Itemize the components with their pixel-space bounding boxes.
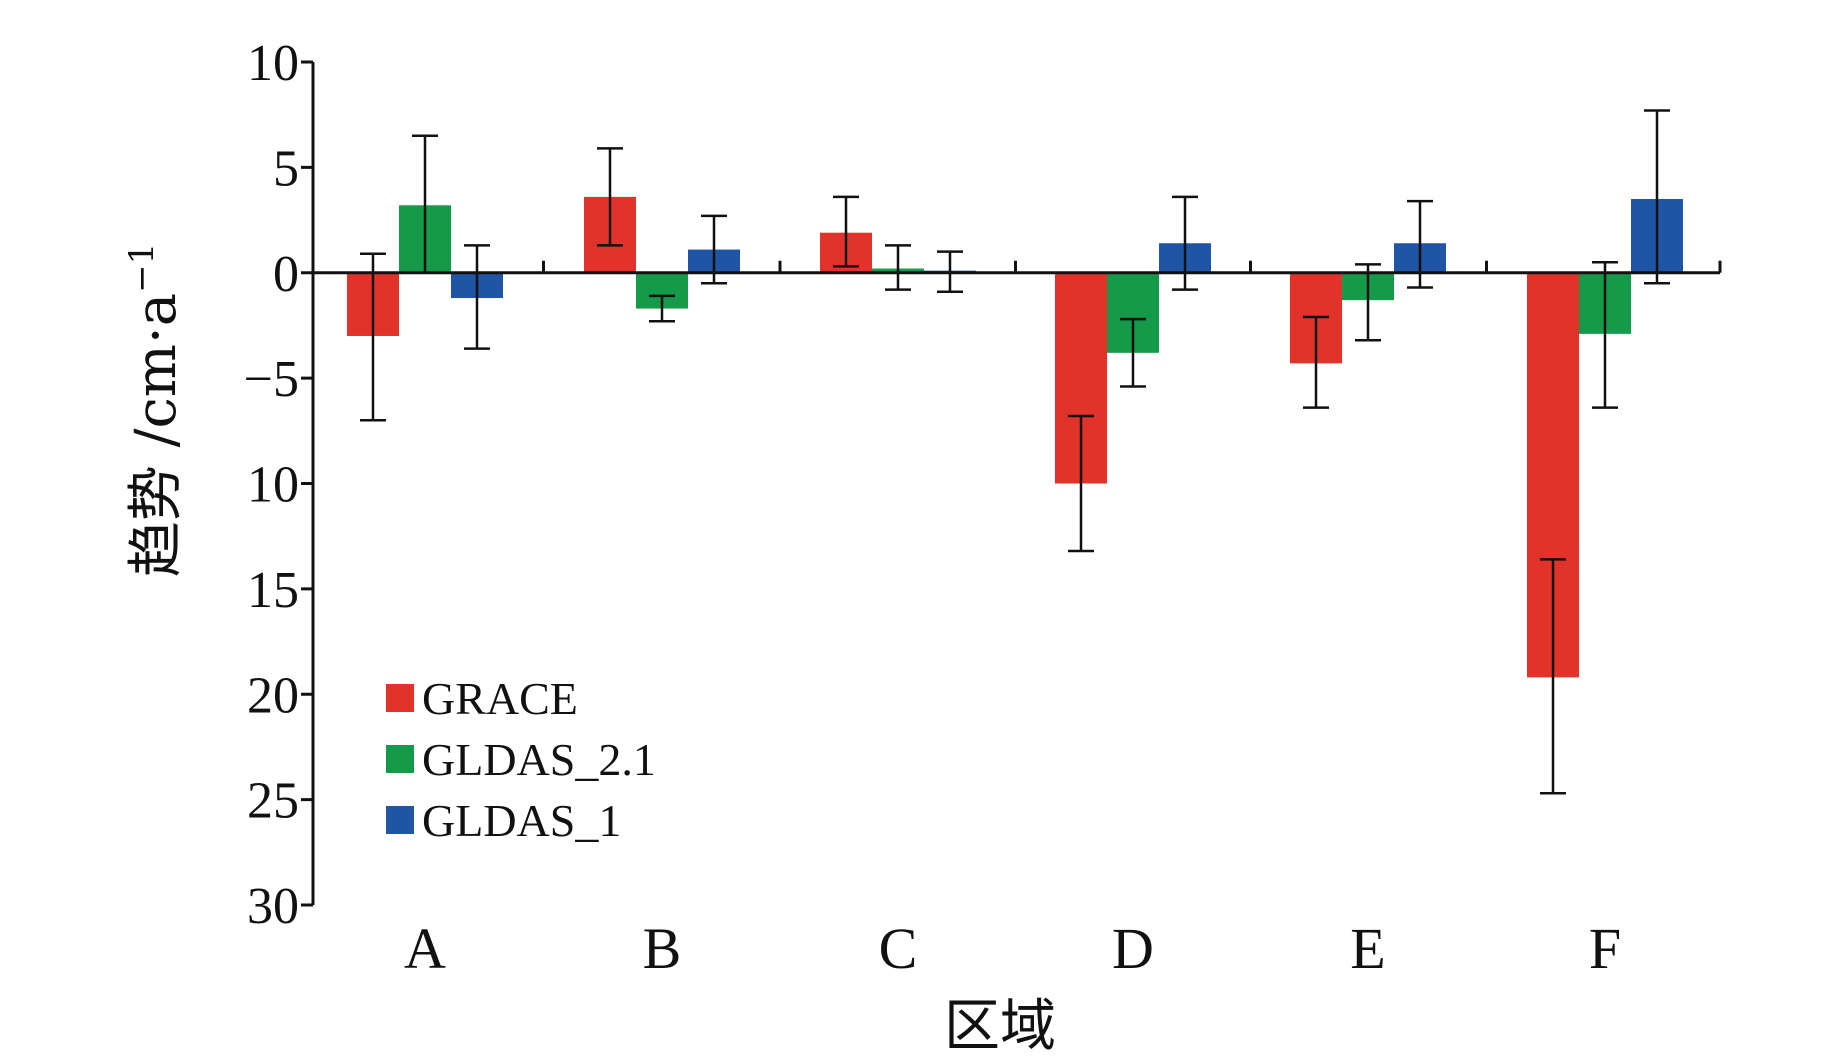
y-tick-label: 25 — [247, 773, 299, 830]
x-axis-title: 区域 — [944, 994, 1056, 1059]
zero-line-group — [313, 260, 1722, 275]
x-category-label: D — [1112, 916, 1154, 981]
y-tick-label: 10 — [247, 35, 299, 92]
x-category-label: B — [643, 916, 682, 981]
legend-swatch — [386, 745, 414, 773]
x-category-label: A — [404, 916, 446, 981]
y-tick-labels-group: 10 5 0 −5 10 15 20 25 30 — [244, 35, 299, 935]
x-category-labels-group: A B C D E F — [404, 916, 1621, 981]
axes-group — [301, 60, 315, 907]
y-tick-label: 30 — [247, 878, 299, 935]
legend-label: GLDAS_2.1 — [422, 734, 656, 785]
y-axis-title-superscript: −1 — [122, 243, 162, 293]
legend-label: GRACE — [422, 673, 578, 724]
legend-swatch — [386, 684, 414, 712]
legend-label: GLDAS_1 — [422, 795, 621, 846]
x-category-label: F — [1589, 916, 1621, 981]
y-axis-title-main: 趋势 /cm·a — [124, 293, 189, 577]
x-category-label: E — [1350, 916, 1385, 981]
y-tick-label: 0 — [273, 246, 299, 303]
y-tick-label: 20 — [247, 667, 299, 724]
legend: GRACE GLDAS_2.1 GLDAS_1 — [386, 673, 656, 846]
y-tick-label: 10 — [247, 457, 299, 514]
legend-swatch — [386, 806, 414, 834]
y-tick-label: 5 — [273, 140, 299, 197]
y-tick-label: 15 — [247, 562, 299, 619]
y-axis-title: 趋势 /cm·a−1 — [122, 243, 189, 577]
x-category-label: C — [879, 916, 918, 981]
y-tick-label: −5 — [244, 351, 299, 408]
